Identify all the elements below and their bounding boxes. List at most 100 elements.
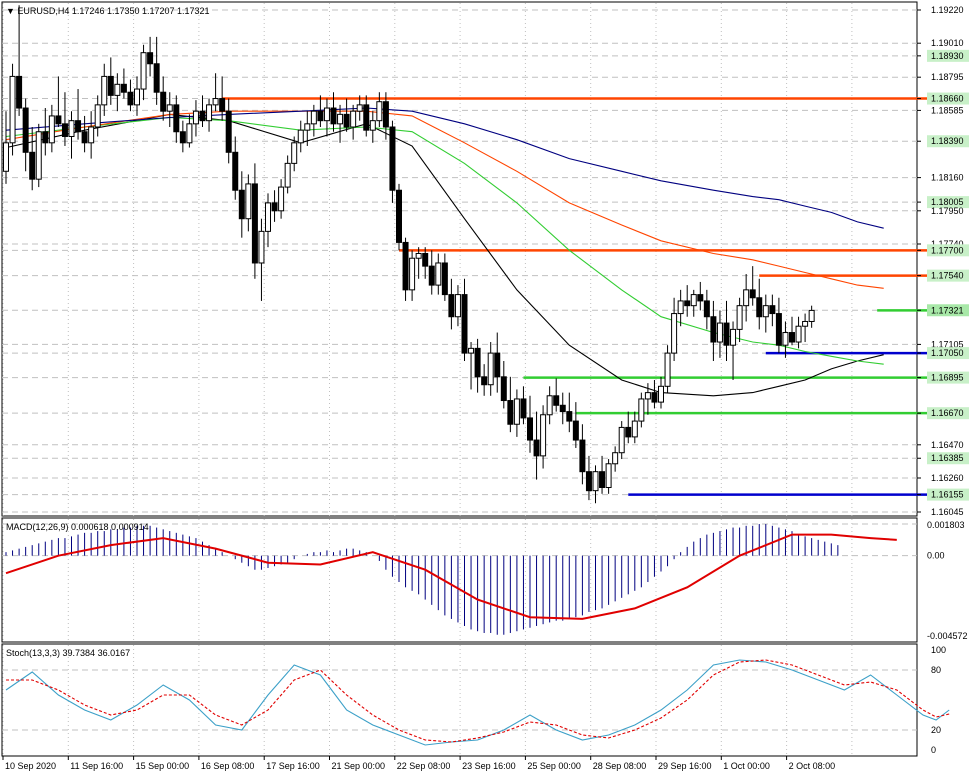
bear-candle[interactable]: [461, 294, 468, 354]
bull-candle[interactable]: [540, 414, 547, 457]
bear-candle[interactable]: [625, 426, 632, 438]
bull-candle[interactable]: [369, 120, 376, 131]
bull-candle[interactable]: [435, 262, 442, 286]
bear-candle[interactable]: [789, 332, 795, 343]
bear-candle[interactable]: [75, 120, 82, 133]
bull-candle[interactable]: [644, 392, 651, 400]
bear-candle[interactable]: [481, 376, 488, 386]
bear-candle[interactable]: [756, 297, 763, 318]
bear-candle[interactable]: [153, 63, 160, 93]
bull-candle[interactable]: [265, 202, 271, 232]
bear-candle[interactable]: [500, 376, 507, 402]
bear-candle[interactable]: [22, 107, 29, 153]
bull-candle[interactable]: [716, 322, 723, 343]
bear-candle[interactable]: [199, 110, 206, 122]
bull-candle[interactable]: [592, 471, 599, 492]
bear-candle[interactable]: [402, 241, 409, 291]
bear-candle[interactable]: [749, 289, 756, 299]
bull-candle[interactable]: [114, 83, 121, 96]
bull-candle[interactable]: [101, 75, 108, 106]
bear-candle[interactable]: [599, 471, 606, 488]
bull-candle[interactable]: [186, 123, 193, 144]
bear-candle[interactable]: [81, 131, 88, 144]
bull-candle[interactable]: [323, 107, 330, 122]
bear-candle[interactable]: [494, 352, 501, 378]
bear-candle[interactable]: [651, 392, 658, 403]
bear-candle[interactable]: [553, 395, 560, 406]
bear-candle[interactable]: [343, 113, 350, 128]
stoch-pane[interactable]: [1, 643, 918, 757]
bull-candle[interactable]: [166, 104, 173, 112]
bear-candle[interactable]: [107, 75, 114, 96]
bear-candle[interactable]: [448, 294, 455, 318]
bear-candle[interactable]: [147, 52, 154, 65]
bear-candle[interactable]: [61, 123, 68, 137]
bull-candle[interactable]: [612, 452, 619, 465]
bear-candle[interactable]: [363, 104, 370, 131]
bear-candle[interactable]: [173, 104, 180, 133]
bull-candle[interactable]: [618, 426, 625, 454]
bear-candle[interactable]: [579, 439, 586, 473]
bull-candle[interactable]: [802, 320, 809, 327]
bull-candle[interactable]: [337, 113, 344, 125]
bear-candle[interactable]: [16, 75, 23, 109]
bull-candle[interactable]: [206, 104, 213, 122]
bull-candle[interactable]: [258, 230, 265, 264]
bull-candle[interactable]: [664, 352, 671, 387]
bear-candle[interactable]: [160, 91, 167, 112]
bear-candle[interactable]: [703, 300, 710, 318]
bull-candle[interactable]: [658, 385, 664, 403]
bull-candle[interactable]: [730, 328, 737, 346]
bull-candle[interactable]: [513, 398, 520, 425]
bull-candle[interactable]: [356, 104, 363, 112]
bull-candle[interactable]: [134, 88, 140, 106]
bull-candle[interactable]: [808, 309, 815, 322]
bear-candle[interactable]: [684, 300, 691, 307]
bear-candle[interactable]: [251, 183, 258, 264]
bear-candle[interactable]: [710, 316, 717, 343]
bear-candle[interactable]: [389, 126, 396, 191]
bear-candle[interactable]: [566, 411, 573, 422]
bear-candle[interactable]: [382, 101, 389, 128]
bear-candle[interactable]: [428, 265, 435, 286]
bull-candle[interactable]: [605, 463, 612, 488]
bull-candle[interactable]: [192, 110, 199, 125]
bull-candle[interactable]: [278, 186, 285, 212]
bull-candle[interactable]: [468, 347, 475, 354]
bear-candle[interactable]: [232, 151, 239, 191]
bull-candle[interactable]: [454, 294, 461, 318]
bear-candle[interactable]: [533, 439, 540, 457]
bear-candle[interactable]: [474, 347, 481, 378]
bear-candle[interactable]: [225, 110, 232, 153]
bull-candle[interactable]: [743, 289, 750, 307]
bear-candle[interactable]: [775, 313, 782, 346]
bear-candle[interactable]: [585, 471, 592, 492]
bull-candle[interactable]: [94, 104, 101, 128]
bull-candle[interactable]: [762, 305, 769, 318]
bull-candle[interactable]: [48, 115, 55, 144]
bear-candle[interactable]: [271, 202, 278, 212]
bull-candle[interactable]: [350, 110, 357, 128]
bear-candle[interactable]: [520, 398, 527, 419]
bear-candle[interactable]: [422, 252, 429, 267]
bear-candle[interactable]: [441, 262, 448, 296]
bull-candle[interactable]: [9, 75, 16, 144]
bear-candle[interactable]: [219, 98, 226, 112]
macd-pane[interactable]: [1, 517, 918, 643]
bull-candle[interactable]: [782, 332, 789, 346]
main-pane[interactable]: [1, 1, 918, 517]
bull-candle[interactable]: [376, 101, 383, 122]
bear-candle[interactable]: [723, 322, 730, 346]
bear-candle[interactable]: [572, 420, 579, 441]
bear-candle[interactable]: [330, 107, 337, 125]
bull-candle[interactable]: [415, 252, 422, 259]
bull-candle[interactable]: [304, 123, 311, 131]
bear-candle[interactable]: [42, 131, 49, 144]
bull-candle[interactable]: [638, 398, 645, 422]
bull-candle[interactable]: [795, 325, 802, 343]
bear-candle[interactable]: [120, 83, 127, 93]
bull-candle[interactable]: [245, 183, 252, 220]
bull-candle[interactable]: [284, 162, 291, 188]
bull-candle[interactable]: [140, 52, 147, 90]
